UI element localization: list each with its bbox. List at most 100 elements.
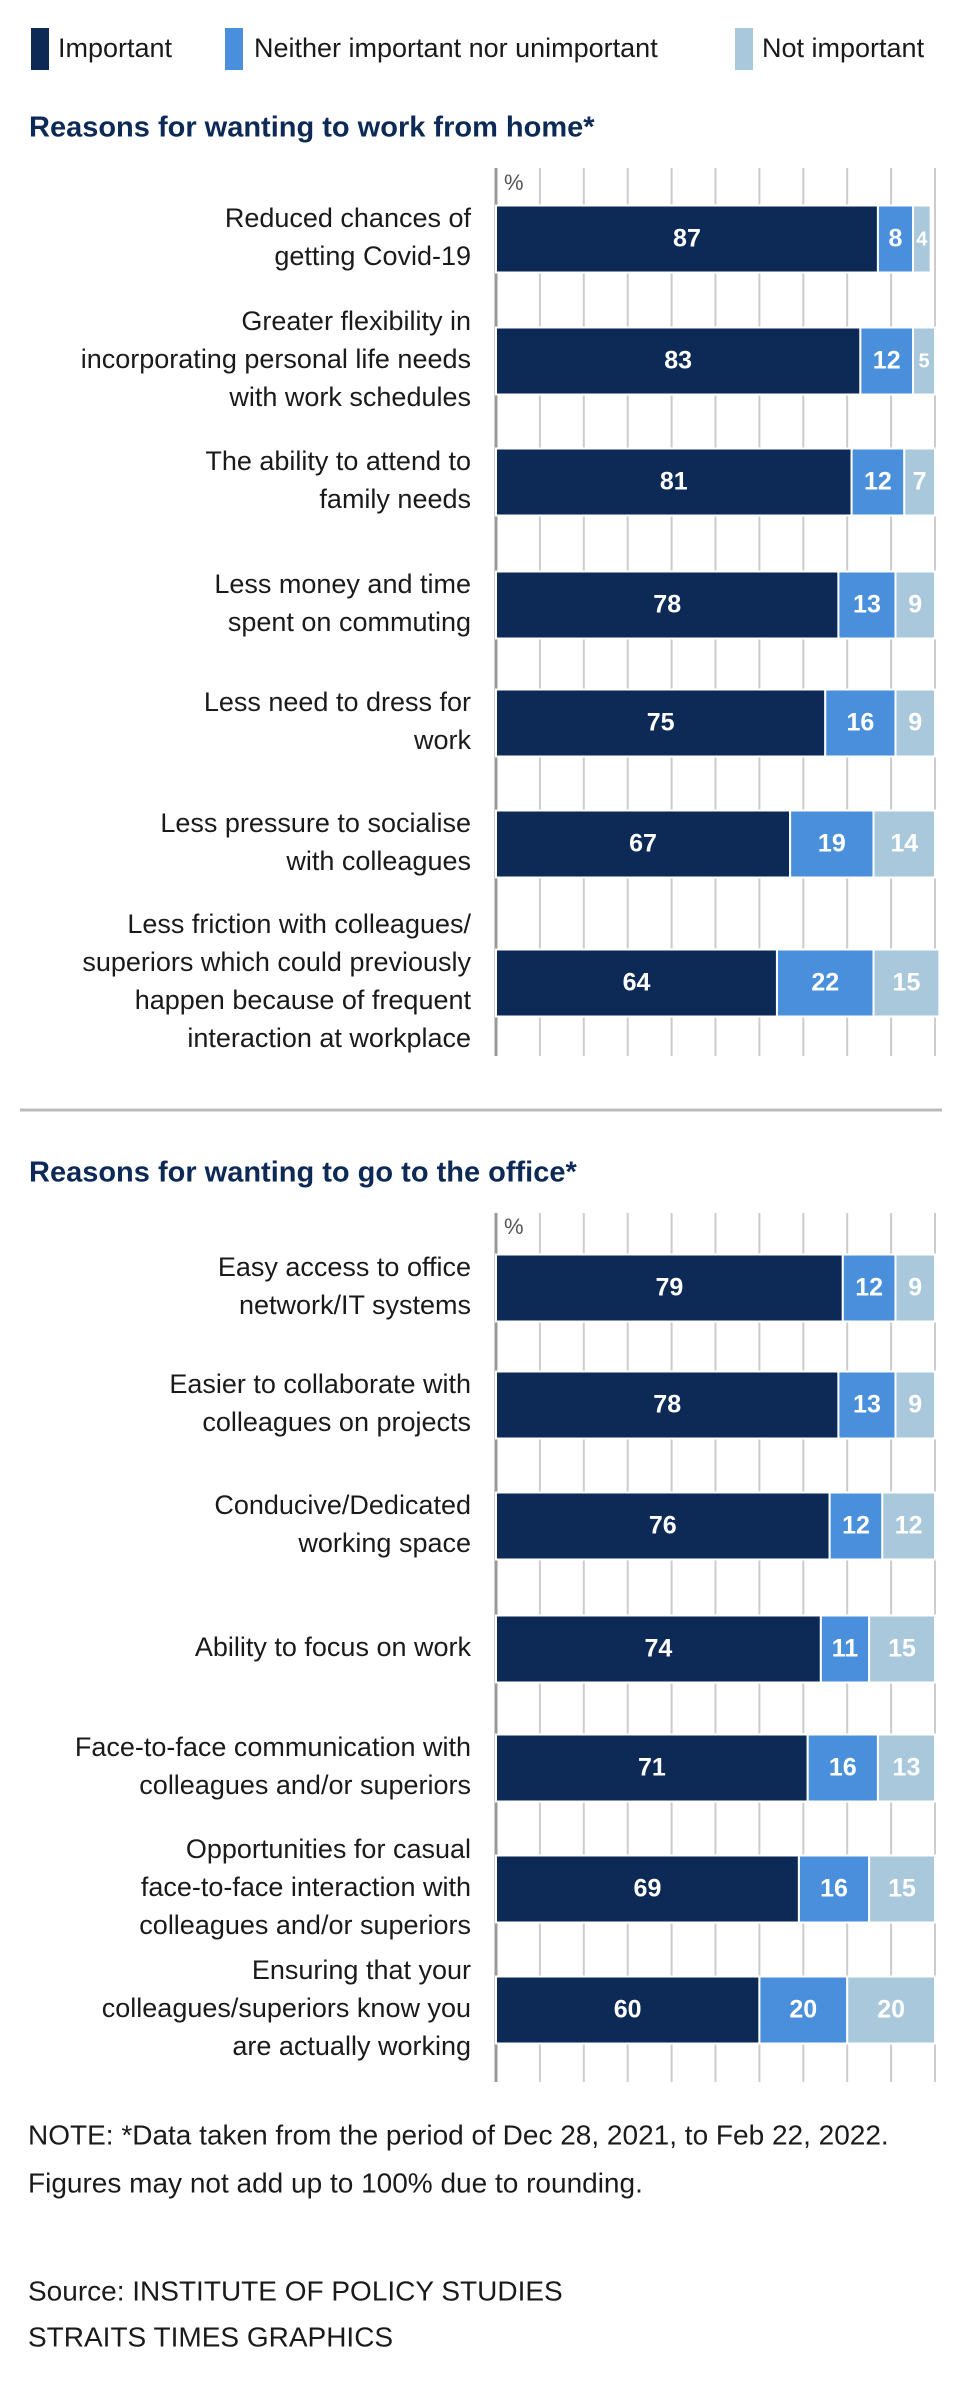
value-label: 13 <box>893 1754 921 1782</box>
value-label: 19 <box>818 830 846 858</box>
value-label: 11 <box>832 1635 859 1663</box>
value-label: 12 <box>864 468 892 496</box>
category-label: face-to-face interaction with <box>141 1872 471 1902</box>
value-label: 74 <box>645 1635 673 1663</box>
category-label: Face-to-face communication with <box>75 1732 471 1762</box>
category-label: The ability to attend to <box>205 446 471 476</box>
bar-segment <box>495 1733 809 1803</box>
value-label: 9 <box>908 591 922 619</box>
value-label: 15 <box>893 969 921 997</box>
bar-segment <box>495 570 840 640</box>
bar-segment <box>828 1491 884 1561</box>
value-label: 83 <box>664 347 692 375</box>
bar-segment <box>881 1491 937 1561</box>
bar-segment <box>868 1854 937 1924</box>
category-label: interaction at workplace <box>187 1023 471 1053</box>
value-label: 13 <box>853 1391 881 1419</box>
category-label: with colleagues <box>285 846 471 876</box>
category-label: Less pressure to socialise <box>160 808 471 838</box>
category-label: Easy access to office <box>218 1252 471 1282</box>
chart-title: Reasons for wanting to work from home* <box>29 112 595 144</box>
bar-segment <box>789 809 875 879</box>
category-label: Less friction with colleagues/ <box>127 909 471 939</box>
value-label: 15 <box>888 1875 916 1903</box>
category-label: Less money and time <box>214 569 471 599</box>
category-label: colleagues and/or superiors <box>139 1910 471 1940</box>
category-label: colleagues/superiors know you <box>102 1993 471 2023</box>
bar-segment <box>495 1975 761 2045</box>
legend-label: Not important <box>762 33 925 63</box>
bar-segment <box>872 948 941 1018</box>
value-label: 4 <box>916 228 928 250</box>
value-label: 13 <box>853 591 881 619</box>
bar-segment <box>876 1733 936 1803</box>
bar-segment <box>775 948 875 1018</box>
category-label: Opportunities for casual <box>186 1834 471 1864</box>
bar-segment <box>894 688 936 758</box>
value-label: 8 <box>889 225 903 253</box>
bar-segment <box>495 1854 800 1924</box>
category-label: incorporating personal life needs <box>81 344 471 374</box>
value-label: 9 <box>908 709 922 737</box>
bar-segment <box>758 1975 849 2045</box>
bar-segment <box>824 688 897 758</box>
bar-segment <box>846 1975 937 2045</box>
value-label: 79 <box>655 1274 683 1302</box>
value-label: 16 <box>820 1875 848 1903</box>
value-label: 12 <box>873 347 901 375</box>
category-label: Greater flexibility in <box>241 306 471 336</box>
value-label: 16 <box>829 1754 857 1782</box>
bar-segment <box>912 204 932 274</box>
value-label: 78 <box>653 1391 681 1419</box>
bar-segment <box>495 1253 844 1323</box>
category-label: Conducive/Dedicated <box>214 1490 471 1520</box>
legend-swatch <box>225 28 243 70</box>
bar-segment <box>894 1253 936 1323</box>
category-label: Reduced chances of <box>225 203 472 233</box>
value-label: 75 <box>647 709 675 737</box>
bar-segment <box>850 447 906 517</box>
value-label: 60 <box>614 1996 642 2024</box>
bar-segment <box>859 326 915 396</box>
bar-segment <box>876 204 915 274</box>
bar-segment <box>872 809 936 879</box>
value-label: 76 <box>649 1512 677 1540</box>
category-label: colleagues and/or superiors <box>139 1770 471 1800</box>
bar-segment <box>495 1614 822 1684</box>
legend-swatch <box>735 28 753 70</box>
category-label: Ability to focus on work <box>195 1632 472 1662</box>
category-label: with work schedules <box>228 382 471 412</box>
value-label: 12 <box>842 1512 870 1540</box>
bar-segment <box>806 1733 879 1803</box>
bar-segment <box>495 809 792 879</box>
bar-segment <box>495 326 862 396</box>
bar-segment <box>495 948 778 1018</box>
note: NOTE: *Data taken from the period of Dec… <box>28 2119 889 2150</box>
value-label: 64 <box>623 969 651 997</box>
value-label: 69 <box>634 1875 662 1903</box>
bar-segment <box>894 1370 936 1440</box>
value-label: 5 <box>918 350 929 372</box>
category-label: colleagues on projects <box>202 1407 471 1437</box>
category-label: Ensuring that your <box>252 1955 471 1985</box>
category-label: spent on commuting <box>228 607 471 637</box>
value-label: 12 <box>895 1512 923 1540</box>
category-label: work <box>413 725 472 755</box>
bar-segment <box>837 1370 897 1440</box>
bar-segment <box>495 1370 840 1440</box>
value-label: 67 <box>629 830 657 858</box>
category-label: network/IT systems <box>239 1290 471 1320</box>
bar-segment <box>894 570 936 640</box>
value-label: 87 <box>673 225 701 253</box>
category-label: are actually working <box>232 2031 471 2061</box>
legend-label: Neither important nor unimportant <box>254 33 658 63</box>
bar-segment <box>912 326 936 396</box>
source: Source: INSTITUTE OF POLICY STUDIES <box>28 2275 563 2306</box>
value-label: 12 <box>855 1274 883 1302</box>
category-label: superiors which could previously <box>82 947 471 977</box>
value-label: 71 <box>638 1754 666 1782</box>
value-label: 14 <box>890 830 918 858</box>
bar-segment <box>903 447 937 517</box>
category-label: getting Covid-19 <box>274 241 471 271</box>
